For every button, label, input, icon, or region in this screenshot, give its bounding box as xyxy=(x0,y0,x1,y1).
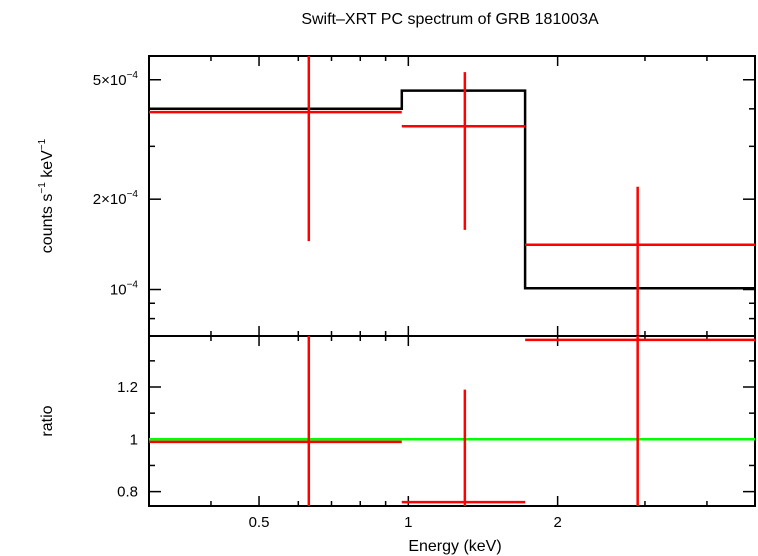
spectrum-data-point xyxy=(149,56,402,242)
x-axis-label: Energy (keV) xyxy=(408,538,501,555)
ratio-data-point xyxy=(149,336,402,506)
top-y-axis-label: counts s−1 keV−1 xyxy=(37,138,56,253)
y-tick-label: 10−4 xyxy=(110,280,139,299)
bottom-y-axis-label: ratio xyxy=(39,405,56,436)
spectrum-data-point xyxy=(401,72,526,230)
x-tick-label: 0.5 xyxy=(249,514,270,531)
chart-title: Swift–XRT PC spectrum of GRB 181003A xyxy=(301,11,599,28)
ratio-data-point xyxy=(401,389,526,506)
y-tick-label: 1.2 xyxy=(117,379,138,396)
y-tick-label: 1 xyxy=(130,431,138,448)
x-tick-label: 1 xyxy=(404,514,412,531)
ratio-data-point xyxy=(525,336,755,506)
spectrum-panel: 5×10−4 2×10−4 10−4 xyxy=(93,55,756,337)
spectrum-data-point xyxy=(525,186,755,336)
bottom-panel-frame xyxy=(148,335,756,507)
x-tick-label: 2 xyxy=(553,514,561,531)
ratio-panel: 0.5 1 2 0.8 1 1.2 xyxy=(117,335,756,531)
model-step-line xyxy=(149,89,755,290)
top-panel-frame xyxy=(148,55,756,337)
y-tick-label: 0.8 xyxy=(117,484,138,501)
y-tick-label: 2×10−4 xyxy=(93,189,139,208)
y-tick-label: 5×10−4 xyxy=(93,70,139,89)
